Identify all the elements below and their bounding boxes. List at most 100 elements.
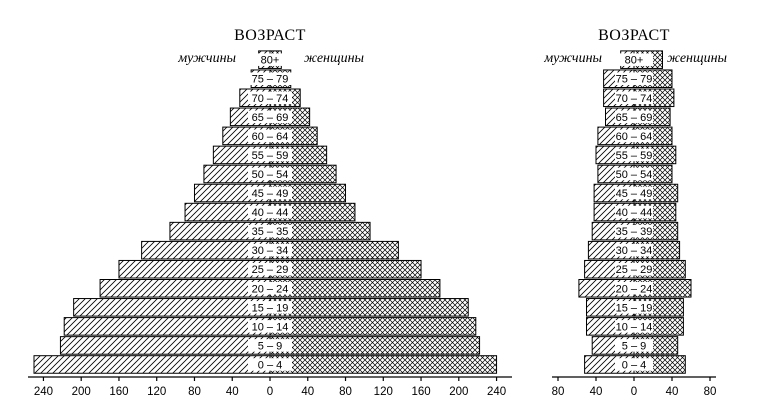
age-label: 10 – 14 [252,321,289,333]
pyramid-right: ВОЗРАСТ мужчины женщины 0 – 4 5 – 9 10 – 14 15… [543,27,727,398]
age-label-box [248,186,292,200]
bar-male [73,298,271,317]
bar-female [269,336,481,355]
age-label: 80+ [625,55,644,67]
x-tick-label: 240 [34,386,53,398]
age-label-box [248,262,292,276]
males-label: мужчины [543,51,602,66]
age-label-box [248,301,292,314]
age-label: 80+ [261,55,280,67]
age-label-box [248,91,292,105]
age-label-box [615,91,653,105]
age-label: 5 – 9 [622,340,646,352]
age-label: 0 – 4 [622,359,646,371]
age-label: 70 – 74 [616,93,653,105]
age-label: 20 – 24 [616,283,653,295]
age-label: 5 – 9 [258,340,282,352]
age-label: 50 – 54 [616,169,653,181]
age-label: 35 – 35 [252,226,289,238]
chart-title: ВОЗРАСТ [234,27,306,44]
age-label-box [615,129,653,143]
age-label-box [615,148,653,162]
x-tick-label: 160 [411,386,430,398]
age-label: 75 – 79 [616,74,653,86]
age-label: 10 – 14 [616,321,653,333]
bar-male [33,355,271,374]
age-label-box [248,282,292,295]
age-label: 15 – 19 [252,302,289,314]
x-tick-label: 40 [666,386,679,398]
x-tick-label: 40 [226,386,239,398]
bar-female [269,279,441,298]
age-label: 70 – 74 [252,93,289,105]
x-tick-label: 40 [590,386,603,398]
age-label: 30 – 34 [616,245,653,257]
x-tick-label: 240 [487,386,506,398]
age-label-box [615,167,653,181]
bar-female [269,298,469,317]
age-label-box [248,243,292,257]
age-label-box [615,224,653,238]
chart-title: ВОЗРАСТ [598,27,670,44]
age-label-box [615,186,653,200]
age-label-box [615,282,653,295]
age-label: 35 – 39 [616,226,653,238]
females-label: женщины [304,51,364,66]
age-label: 0 – 4 [258,359,282,371]
age-label-box [615,262,653,276]
age-label-box [615,320,653,333]
age-label: 15 – 19 [616,302,653,314]
age-label-box [615,301,653,314]
age-label-box [615,243,653,257]
x-tick-label: 200 [449,386,468,398]
bar-male [59,336,271,355]
x-tick-label: 80 [188,386,201,398]
age-label: 55 – 59 [252,150,289,162]
age-label-box [248,339,292,352]
x-tick-label: 0 [267,386,273,398]
age-label-box [248,320,292,333]
age-label-box [248,224,292,238]
age-label: 65 – 69 [616,112,653,124]
females-label: женщины [667,51,727,66]
age-label: 60 – 64 [252,131,289,143]
age-label-box [248,53,292,66]
age-label: 25 – 29 [252,264,289,276]
age-label-box [615,358,653,371]
bar-female [269,259,422,279]
bar-male [118,259,271,279]
age-label: 45 – 49 [252,188,289,200]
age-label: 20 – 24 [252,283,289,295]
bar-male [99,279,271,298]
x-tick-label: 80 [339,386,352,398]
pyramid-left: ВОЗРАСТ мужчины женщины 0 – 4 5 – 9 10 – 14 15… [28,27,512,398]
age-label: 40 – 44 [252,207,289,219]
age-label-box [248,110,292,124]
age-label: 55 – 59 [616,150,653,162]
age-label-box [615,205,653,219]
age-label-box [615,110,653,124]
age-label: 50 – 54 [252,169,289,181]
x-tick-label: 40 [301,386,314,398]
x-tick-label: 80 [552,386,565,398]
age-label: 75 – 79 [252,74,289,86]
age-label: 45 – 49 [616,188,653,200]
age-label: 30 – 34 [252,245,289,257]
x-tick-label: 120 [374,386,393,398]
x-tick-label: 80 [704,386,717,398]
age-label: 40 – 44 [616,207,653,219]
bar-female [269,355,498,374]
age-label-box [248,148,292,162]
x-tick-label: 0 [631,386,637,398]
x-tick-label: 160 [109,386,128,398]
age-label-box [248,358,292,371]
males-label: мужчины [177,51,236,66]
age-label-box [615,72,653,85]
age-label-box [248,167,292,181]
bar-male [63,317,271,336]
age-label-box [248,72,292,85]
x-tick-label: 120 [147,386,166,398]
bar-female [269,317,477,336]
age-label: 60 – 64 [616,131,653,143]
